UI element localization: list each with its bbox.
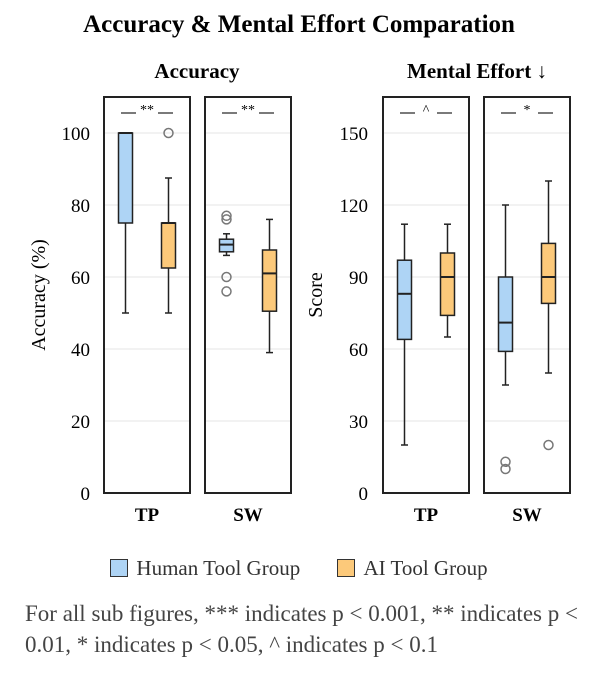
footnote: For all sub figures, *** indicates p < 0…: [25, 601, 578, 657]
x-category-label: TP: [414, 505, 439, 526]
y-tick-label: 0: [359, 484, 369, 505]
outlier-point: [221, 214, 232, 225]
panel-tp: ** TP: [103, 96, 191, 526]
legend-label-human: Human Tool Group: [136, 556, 301, 580]
x-category-label: TP: [135, 505, 160, 526]
x-category-label: SW: [512, 505, 542, 526]
y-tick-label: 60: [349, 340, 368, 361]
figure-title: Accuracy & Mental Effort Comparation: [83, 11, 515, 38]
box-iqr: [540, 242, 557, 305]
box-human: [396, 223, 413, 446]
chart-1: Mental Effort ↓ Score 0 30 60 90 120 150 ^ TP * SW: [305, 59, 571, 526]
y-axis-label: Score: [305, 272, 327, 318]
outlier-point: [500, 456, 511, 468]
legend-item-ai: AI Tool Group: [337, 556, 488, 581]
y-tick-label: 150: [340, 124, 369, 145]
panel-sw: * SW: [483, 96, 571, 526]
outlier-point: [221, 210, 232, 222]
box-ai: [261, 218, 278, 354]
y-tick-label: 80: [71, 196, 90, 217]
y-tick-label: 120: [340, 196, 369, 217]
box-iqr: [160, 222, 177, 269]
panel-frame: [103, 96, 191, 494]
panel-tp: ^ TP: [382, 96, 470, 526]
outlier-point: [221, 271, 232, 283]
box-ai: [439, 223, 456, 338]
panel-sw: ** SW: [204, 96, 292, 526]
y-tick-label: 40: [71, 340, 90, 361]
box-human: [117, 132, 134, 314]
box-iqr: [497, 276, 514, 353]
chart-title: Accuracy: [154, 59, 240, 83]
chart-title: Mental Effort ↓: [407, 59, 547, 83]
box-iqr: [117, 132, 134, 224]
legend: Human Tool Group AI Tool Group: [0, 556, 598, 581]
y-tick-label: 60: [71, 268, 90, 289]
legend-swatch-human: [110, 559, 129, 577]
box-human: [497, 204, 514, 475]
box-iqr: [439, 252, 456, 317]
significance-label: *: [524, 103, 531, 118]
box-ai: [160, 127, 177, 314]
box-human: [218, 210, 235, 297]
legend-swatch-ai: [337, 559, 356, 577]
y-tick-label: 0: [81, 484, 91, 505]
x-category-label: SW: [233, 505, 263, 526]
legend-item-human: Human Tool Group: [110, 556, 300, 581]
panel-frame: [382, 96, 470, 494]
box-iqr: [396, 259, 413, 341]
y-axis-label: Accuracy (%): [28, 239, 50, 351]
box-iqr: [261, 249, 278, 312]
y-tick-label: 100: [62, 124, 91, 145]
significance-label: **: [140, 103, 154, 118]
panel-frame: [483, 96, 571, 494]
y-tick-label: 90: [349, 268, 368, 289]
panel-frame: [204, 96, 292, 494]
significance-label: ^: [423, 103, 430, 118]
legend-label-ai: AI Tool Group: [363, 556, 488, 580]
significance-label: **: [241, 103, 255, 118]
figure: Accuracy & Mental Effort Comparation Acc…: [28, 11, 571, 526]
charts: Accuracy Accuracy (%) 0 20 40 60 80 100 ** TP ** SW…: [28, 59, 571, 526]
outlier-point: [221, 286, 232, 297]
outlier-point: [163, 127, 174, 139]
box-ai: [540, 180, 557, 451]
y-tick-label: 20: [71, 412, 90, 433]
outlier-point: [543, 439, 554, 451]
chart-0: Accuracy Accuracy (%) 0 20 40 60 80 100 ** TP ** SW: [28, 59, 292, 526]
outlier-point: [500, 463, 511, 475]
y-tick-label: 30: [349, 412, 368, 433]
